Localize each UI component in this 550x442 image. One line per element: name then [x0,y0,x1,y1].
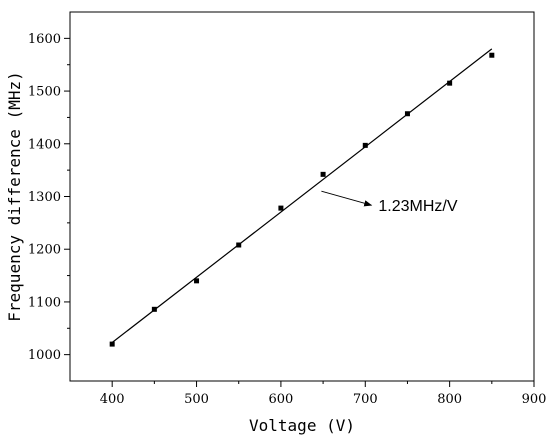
x-tick-label: 800 [437,392,462,407]
annotation-arrow [321,190,373,207]
data-point [447,80,453,86]
y-tick-label: 1000 [28,348,61,363]
data-point [320,171,326,177]
y-tick-label: 1600 [28,32,61,47]
annotation-label: 1.23MHz/V [378,198,457,215]
data-point [194,278,200,284]
y-tick-label: 1500 [28,85,61,100]
data-points [109,52,495,347]
x-tick-label: 600 [268,392,293,407]
data-point [362,142,368,148]
y-tick-label: 1100 [28,295,61,310]
data-point [278,205,284,211]
x-tick-label: 500 [184,392,209,407]
x-axis-title: Voltage (V) [249,416,355,435]
data-point [151,306,157,312]
x-tick-label: 400 [100,392,125,407]
data-point [236,242,242,248]
data-point [489,52,495,58]
plot-frame [69,11,535,382]
annotation-group: 1.23MHz/V [321,190,458,215]
axis-ticks: 400 500 600 700 800 900 1000 1100 1200 1300 1400 15… [28,32,547,407]
y-axis-title: Frequency difference (MHz) [5,71,24,321]
data-point [109,341,115,347]
fit-line-group [111,48,493,343]
y-tick-label: 1300 [28,190,61,205]
data-point [404,111,410,117]
y-tick-label: 1400 [28,137,61,152]
y-tick-label: 1200 [28,243,61,258]
fit-line [111,48,493,343]
x-tick-label: 900 [522,392,547,407]
x-tick-label: 700 [353,392,378,407]
